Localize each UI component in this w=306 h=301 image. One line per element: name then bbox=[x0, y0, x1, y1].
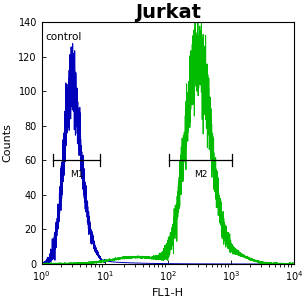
Text: control: control bbox=[46, 32, 82, 42]
Y-axis label: Counts: Counts bbox=[3, 123, 13, 163]
Title: Jurkat: Jurkat bbox=[135, 3, 201, 22]
Text: M2: M2 bbox=[194, 170, 207, 179]
X-axis label: FL1-H: FL1-H bbox=[152, 288, 184, 298]
Text: M1: M1 bbox=[70, 170, 84, 179]
